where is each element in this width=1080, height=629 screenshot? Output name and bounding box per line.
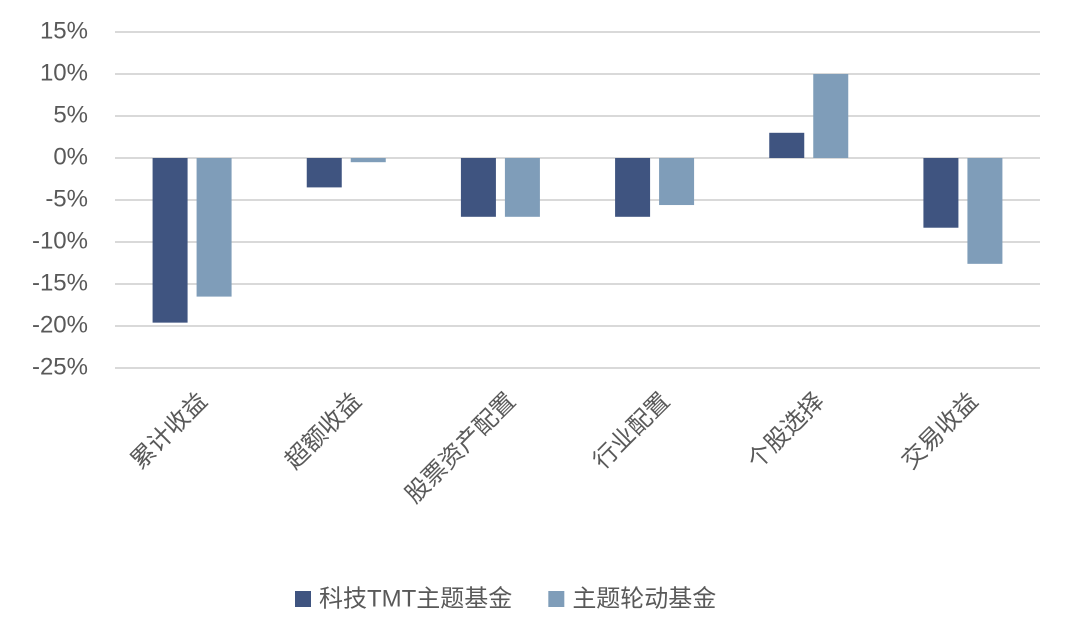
legend-label: 主题轮动基金 [572,585,716,612]
bar [659,158,695,206]
legend-swatch [548,591,565,607]
bar [350,158,386,163]
y-tick-label: -15% [32,269,88,296]
bar [615,158,651,217]
bar [769,132,805,158]
y-tick-label: 15% [40,17,88,44]
legend-swatch [295,591,311,607]
y-tick-label: -10% [32,227,88,254]
bar [460,158,496,217]
y-tick-label: -5% [45,185,88,212]
bar [813,74,849,158]
x-tick-label: 超额收益 [280,388,367,475]
legend-label: 科技TMT主题基金 [319,585,512,612]
bar [196,158,232,297]
y-tick-label: -25% [32,353,88,380]
y-tick-label: 5% [53,101,88,128]
x-tick-label: 交易收益 [897,388,984,475]
bar [967,158,1003,264]
x-tick-label: 股票资产配置 [400,388,521,509]
y-tick-label: 10% [40,59,88,86]
x-tick-label: 行业配置 [588,388,675,475]
y-tick-label: 0% [53,143,88,170]
bar [306,158,342,188]
x-tick-label: 个股选择 [743,388,830,475]
bar [923,158,959,228]
x-tick-label: 累计收益 [126,388,213,475]
bar [504,158,540,217]
bar [152,158,188,323]
y-tick-label: -20% [32,311,88,338]
